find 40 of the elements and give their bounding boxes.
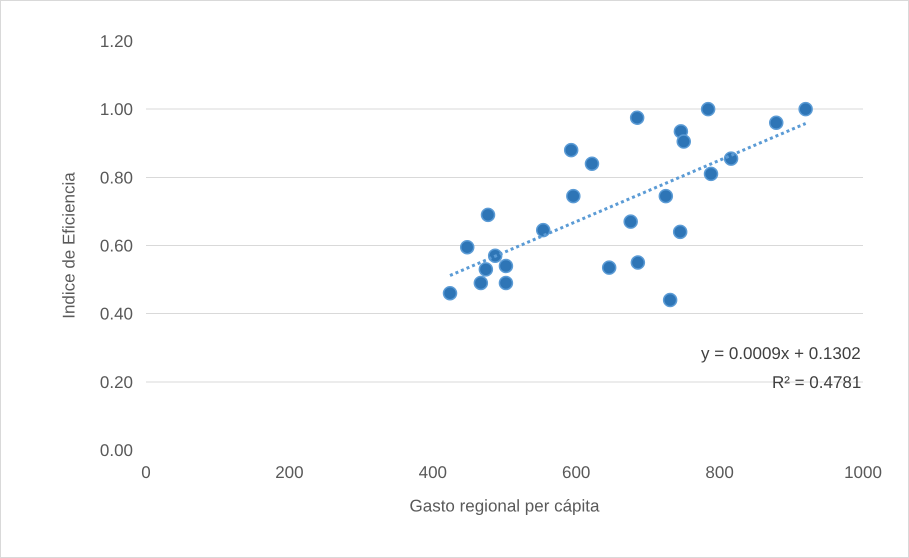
point xyxy=(704,166,718,182)
point xyxy=(566,188,581,204)
x-tick-label: 400 xyxy=(418,463,447,482)
point xyxy=(460,240,474,254)
point xyxy=(700,102,716,116)
point xyxy=(658,188,674,204)
annotation: R² = 0.4781 xyxy=(772,373,862,392)
x-tick-label: 0 xyxy=(141,463,151,482)
point xyxy=(584,156,600,171)
x-tick-label: 800 xyxy=(705,463,734,482)
y-tick-label: 1.00 xyxy=(100,100,133,120)
point xyxy=(768,116,784,130)
point xyxy=(798,102,813,116)
point xyxy=(474,276,488,290)
y-tick-label: 0.20 xyxy=(100,372,133,392)
annotation: y = 0.0009x + 0.1302 xyxy=(701,344,861,363)
point xyxy=(662,292,678,308)
y-tick-label: 0.60 xyxy=(100,236,133,256)
point xyxy=(498,258,514,274)
y-tick-label: 0.80 xyxy=(100,168,133,188)
x-tick-label: 200 xyxy=(275,463,304,482)
point xyxy=(442,286,458,300)
x-axis-title: Gasto regional per cápita xyxy=(410,496,600,516)
point xyxy=(498,276,514,290)
point xyxy=(478,262,494,277)
y-axis-title: Indice de Eficiencia xyxy=(59,172,78,319)
point xyxy=(623,214,638,229)
point xyxy=(536,222,550,238)
point xyxy=(564,142,578,158)
point xyxy=(630,255,646,270)
point xyxy=(480,208,496,222)
point xyxy=(630,110,644,125)
y-tick-label: 1.20 xyxy=(100,32,133,51)
point xyxy=(602,260,616,275)
y-tick-label: 0.00 xyxy=(100,440,133,460)
point xyxy=(676,134,691,149)
x-tick-label: 1000 xyxy=(844,463,882,482)
point xyxy=(672,224,688,240)
x-tick-label: 600 xyxy=(562,463,590,482)
y-tick-label: 0.40 xyxy=(100,304,133,324)
